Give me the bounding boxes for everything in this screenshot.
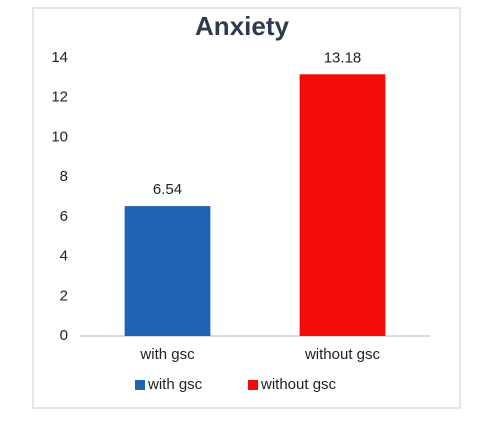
y-tick-label: 8 [60, 168, 68, 185]
y-tick-label: 14 [51, 49, 68, 66]
bar [124, 206, 211, 336]
legend-swatch [248, 380, 258, 390]
data-label: 6.54 [153, 181, 182, 198]
y-tick-label: 10 [51, 128, 68, 145]
legend-label: with gsc [147, 376, 203, 393]
x-tick-label: without gsc [304, 346, 381, 363]
legend-swatch [135, 380, 145, 390]
chart-border [32, 7, 461, 409]
bar [299, 74, 386, 336]
data-label: 13.18 [324, 49, 362, 66]
chart-title: Anxiety [195, 11, 289, 41]
y-tick-label: 0 [60, 327, 68, 344]
y-tick-label: 4 [60, 248, 68, 265]
legend-label: without gsc [260, 376, 337, 393]
y-tick-label: 2 [60, 287, 68, 304]
y-tick-label: 6 [60, 208, 68, 225]
y-tick-label: 12 [51, 89, 68, 106]
x-tick-label: with gsc [139, 346, 195, 363]
